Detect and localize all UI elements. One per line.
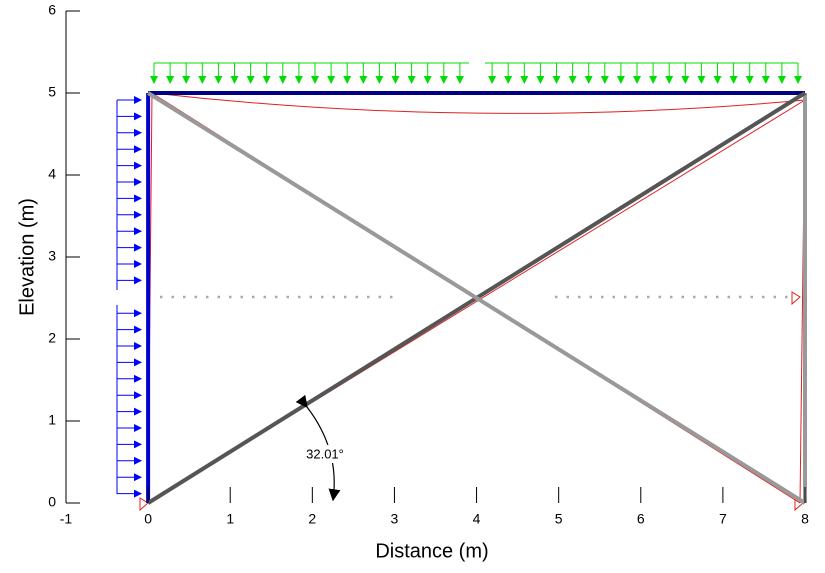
x-tick-label: -1 [60, 511, 73, 527]
x-tick-label: 0 [144, 511, 152, 527]
x-tick-label: 5 [555, 511, 563, 527]
y-tick-label: 1 [48, 412, 56, 428]
x-tick-label: 4 [473, 511, 481, 527]
y-tick-label: 2 [48, 330, 56, 346]
y-tick-label: 3 [48, 248, 56, 264]
members [146, 91, 807, 505]
y-tick-label: 5 [48, 84, 56, 100]
x-tick-label: 2 [308, 511, 316, 527]
supports [139, 291, 804, 512]
x-axis-title: Distance (m) [375, 540, 488, 562]
x-tick-label: 8 [801, 511, 809, 527]
y-tick-label: 0 [48, 494, 56, 510]
deflected-frame [147, 92, 806, 504]
angle-label-bg [298, 445, 352, 463]
x-tick-label: 7 [719, 511, 727, 527]
x-tick-label: 6 [637, 511, 645, 527]
x-tick-label: 1 [226, 511, 234, 527]
member [147, 91, 807, 505]
y-axis-title: Elevation (m) [16, 198, 38, 316]
loads [116, 62, 802, 498]
y-tick-label: 6 [48, 2, 56, 18]
angle-label: 32.01° [306, 446, 344, 461]
y-tick-label: 4 [48, 166, 56, 182]
x-tick-label: 3 [391, 511, 399, 527]
